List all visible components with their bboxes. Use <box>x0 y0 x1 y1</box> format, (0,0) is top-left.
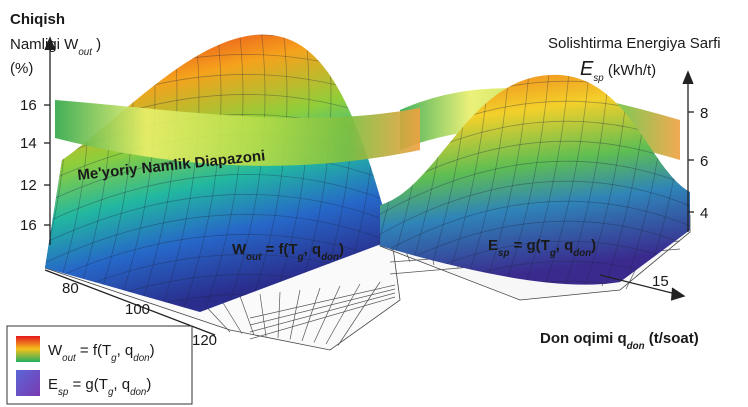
formula-part: , q <box>113 376 130 393</box>
mesh-line <box>380 180 690 241</box>
formula-part: don <box>627 341 645 352</box>
formula-part: don <box>130 387 146 398</box>
formula-part: Don oqimi q <box>540 330 627 347</box>
left-axis-title: Namligi Wout ) <box>10 36 101 58</box>
mesh-line <box>153 34 200 312</box>
x-tick-label: 120 <box>192 332 217 349</box>
formula-part: (t/soat) <box>645 330 699 347</box>
formula-part: = g(T <box>68 376 108 393</box>
formula-part: = f(T <box>76 342 111 359</box>
band-front <box>55 100 420 166</box>
formula-part: sp <box>593 73 604 84</box>
mesh-line <box>45 194 392 251</box>
mesh-line <box>197 34 244 312</box>
formula-part: g <box>297 252 304 263</box>
left-tick-label: 16 <box>20 217 37 234</box>
mesh-line <box>519 74 571 285</box>
formula-part: E <box>580 58 594 80</box>
left-tick-label: 16 <box>20 97 37 114</box>
formula-part: , q <box>117 342 134 359</box>
formula-part: , q <box>556 237 574 254</box>
floor-line <box>337 281 381 346</box>
right-axis-unit: Esp (kWh/t) <box>580 58 656 84</box>
right-tick-label: 8 <box>700 105 708 122</box>
formula-part: ) <box>339 241 344 258</box>
formula-part: E <box>488 237 498 254</box>
formula-part: ) <box>591 237 596 254</box>
left-axis-unit: (%) <box>10 60 33 77</box>
right-axis-title: Solishtirma Energiya Sarfi <box>548 35 721 52</box>
mesh-line <box>175 34 222 312</box>
formula-part: out <box>62 353 77 364</box>
formula-part: don <box>573 248 591 259</box>
floor-line <box>277 291 281 339</box>
left-tick-label: 12 <box>20 177 37 194</box>
formula-part: ) <box>146 376 151 393</box>
e-sp-surface <box>380 74 690 285</box>
floor-line <box>239 295 255 336</box>
formula-part: g <box>111 353 117 364</box>
w-out-label: Wout = f(Tg, qdon) <box>232 241 344 263</box>
legend-entry: Wout = f(Tg, qdon) <box>48 342 155 364</box>
formula-part: sp <box>58 387 69 398</box>
floor-line <box>249 288 396 326</box>
floor-line <box>219 297 243 334</box>
mesh-line <box>219 34 266 312</box>
floor-line <box>313 285 341 343</box>
mesh-line <box>241 34 288 312</box>
formula-part: g <box>549 248 556 259</box>
legend-swatch <box>16 336 40 362</box>
floor-line <box>249 284 396 319</box>
mesh-line <box>45 174 392 231</box>
left-tick-label: 14 <box>20 135 37 152</box>
mesh-line <box>380 200 690 261</box>
formula-part: E <box>48 376 58 393</box>
right-tick-label: 6 <box>700 153 708 170</box>
w-out-surface <box>45 34 392 312</box>
mesh-line <box>45 214 392 271</box>
floor-line <box>249 296 396 340</box>
formula-part: (kWh/t) <box>604 62 657 79</box>
right-tick-label: 4 <box>700 205 708 222</box>
formula-part: out <box>78 47 93 58</box>
mesh-line <box>380 160 690 221</box>
floor-line <box>301 287 321 342</box>
formula-part: Namligi W <box>10 36 79 53</box>
floor-line <box>289 289 301 340</box>
formula-part: g <box>108 387 114 398</box>
formula-part: out <box>246 252 262 263</box>
legend-entry: Esp = g(Tg, qdon) <box>48 376 151 398</box>
formula-part: = f(T <box>261 241 297 258</box>
formula-part: = g(T <box>509 237 549 254</box>
formula-part: W <box>48 342 63 359</box>
formula-part: don <box>321 252 339 263</box>
floor-line <box>249 292 396 333</box>
mesh-line <box>479 74 531 285</box>
y-tick-label: 15 <box>652 273 669 290</box>
formula-part: , q <box>304 241 322 258</box>
formula-part: sp <box>498 248 509 259</box>
formula-part: W <box>232 241 247 258</box>
mesh-line <box>539 74 591 285</box>
axes <box>44 36 694 336</box>
formula-part: ) <box>150 342 155 359</box>
mesh-line <box>499 74 551 285</box>
formula-part: ) <box>92 36 101 53</box>
x-tick-label: 100 <box>125 301 150 318</box>
x-tick-label: 80 <box>62 280 79 297</box>
left-axis-title: Chiqish <box>10 11 65 28</box>
y-axis-title: Don oqimi qdon (t/soat) <box>540 330 699 352</box>
legend-swatch <box>16 370 40 396</box>
e-sp-label: Esp = g(Tg, qdon) <box>488 237 596 259</box>
formula-part: don <box>133 353 149 364</box>
